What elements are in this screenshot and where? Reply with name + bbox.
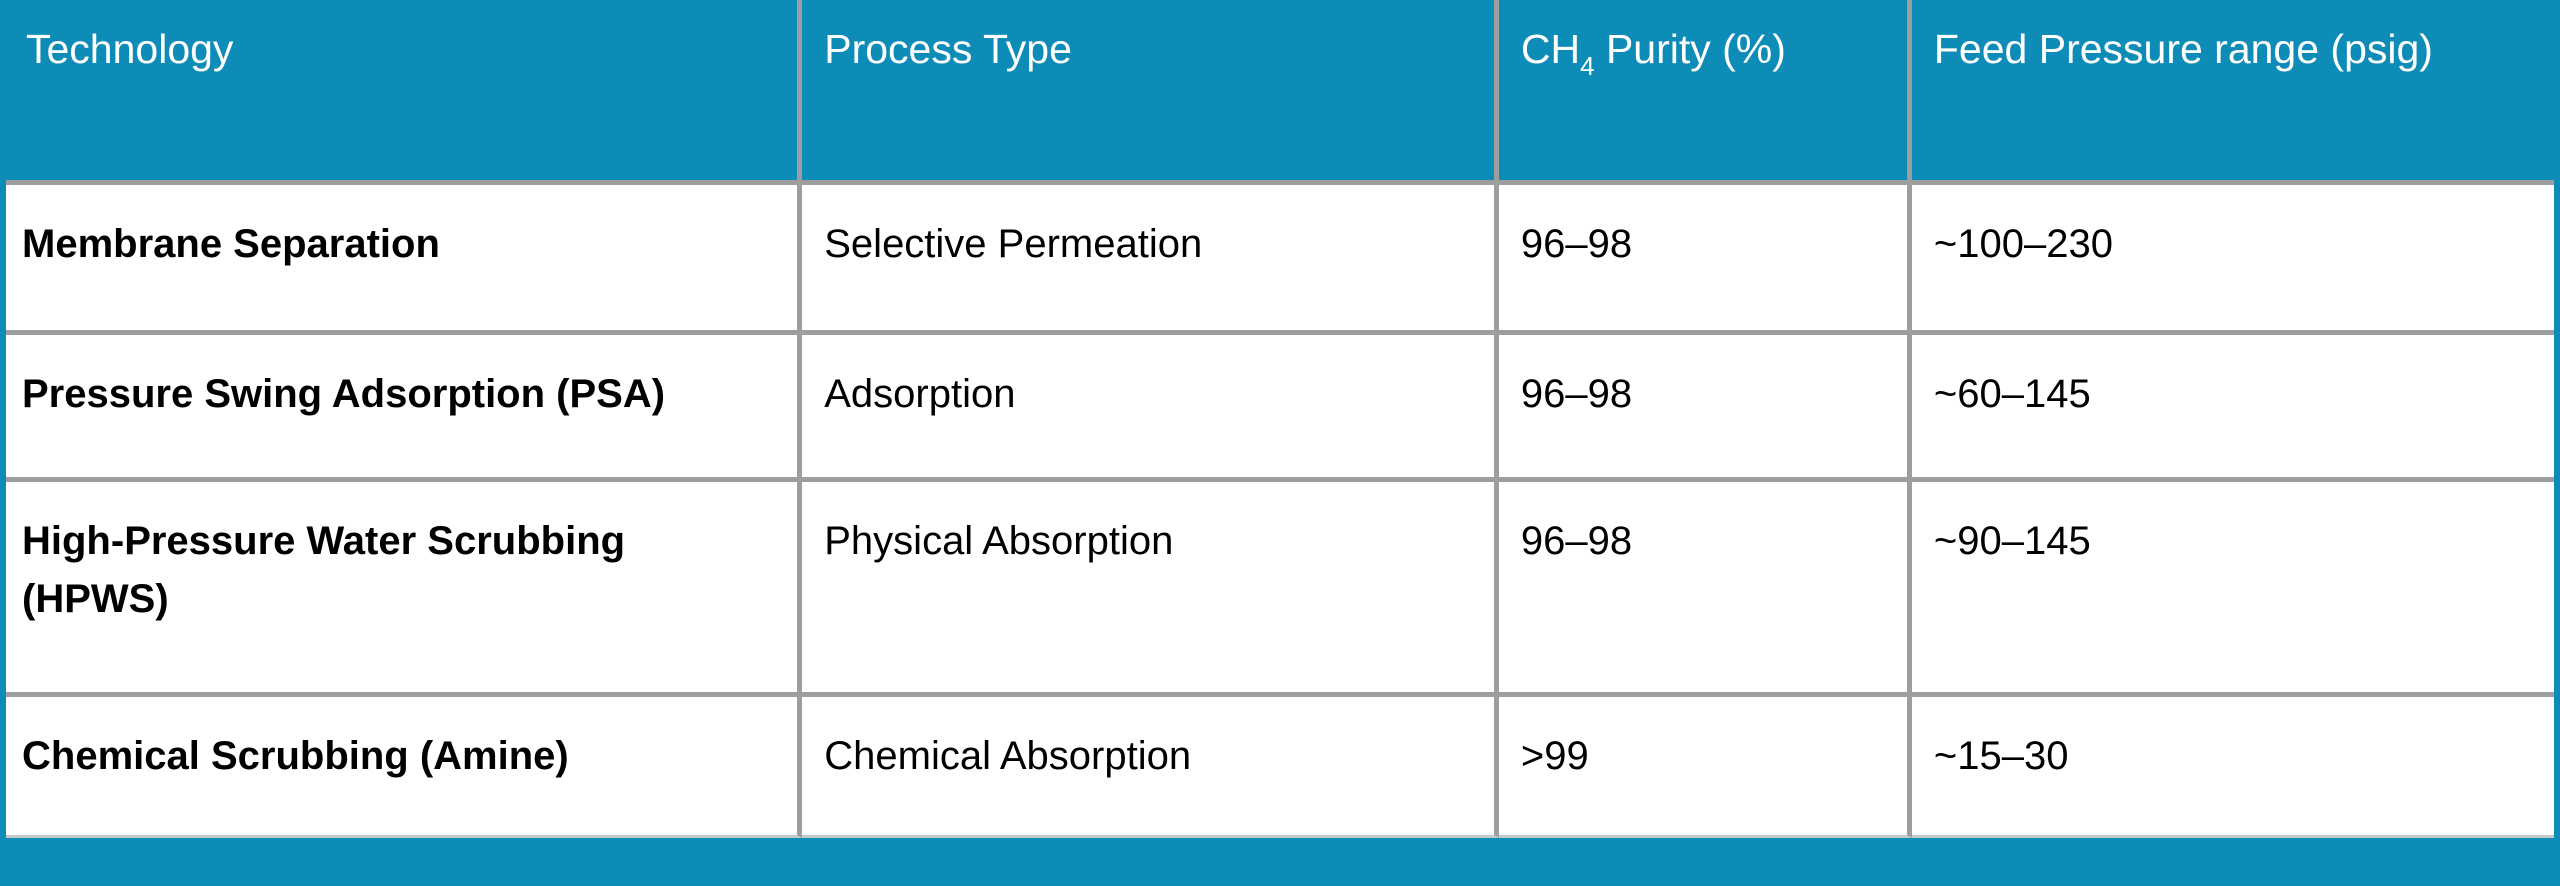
header-cell-ch4-purity: CH4 Purity (%) <box>1498 0 1912 180</box>
cell-process-type: Selective Permeation <box>802 180 1499 330</box>
bottom-accent-bar <box>0 838 2560 886</box>
cell-feed-pressure: ~100–230 <box>1911 180 2554 330</box>
cell-technology: Chemical Scrubbing (Amine) <box>6 692 803 838</box>
cell-feed-pressure: ~60–145 <box>1911 330 2554 477</box>
header-cell-process-type: Process Type <box>802 0 1499 180</box>
header-label-feed-pressure: Feed Pressure range (psig) <box>1933 26 2433 72</box>
header-label-process-type: Process Type <box>824 26 1072 72</box>
cell-ch4-purity: >99 <box>1498 692 1912 838</box>
header-cell-feed-pressure: Feed Pressure range (psig) <box>1911 0 2554 180</box>
header-label-ch4-prefix: CH <box>1520 26 1581 72</box>
cell-technology: High-Pressure Water Scrubbing (HPWS) <box>6 477 803 692</box>
cell-technology: Membrane Separation <box>6 180 803 330</box>
cell-feed-pressure: ~90–145 <box>1911 477 2554 692</box>
cell-ch4-purity: 96–98 <box>1498 180 1912 330</box>
cell-feed-pressure: ~15–30 <box>1911 692 2554 838</box>
technology-comparison-table: Technology Process Type CH4 Purity (%) F… <box>0 0 2560 838</box>
cell-process-type: Chemical Absorption <box>802 692 1499 838</box>
cell-ch4-purity: 96–98 <box>1498 477 1912 692</box>
cell-process-type: Physical Absorption <box>802 477 1499 692</box>
header-cell-technology: Technology <box>6 0 803 180</box>
header-label-ch4-subscript: 4 <box>1580 51 1595 81</box>
header-label-ch4-suffix: Purity (%) <box>1594 26 1786 72</box>
cell-technology: Pressure Swing Adsorption (PSA) <box>6 330 803 477</box>
cell-ch4-purity: 96–98 <box>1498 330 1912 477</box>
cell-process-type: Adsorption <box>802 330 1499 477</box>
header-label-technology: Technology <box>26 26 234 72</box>
